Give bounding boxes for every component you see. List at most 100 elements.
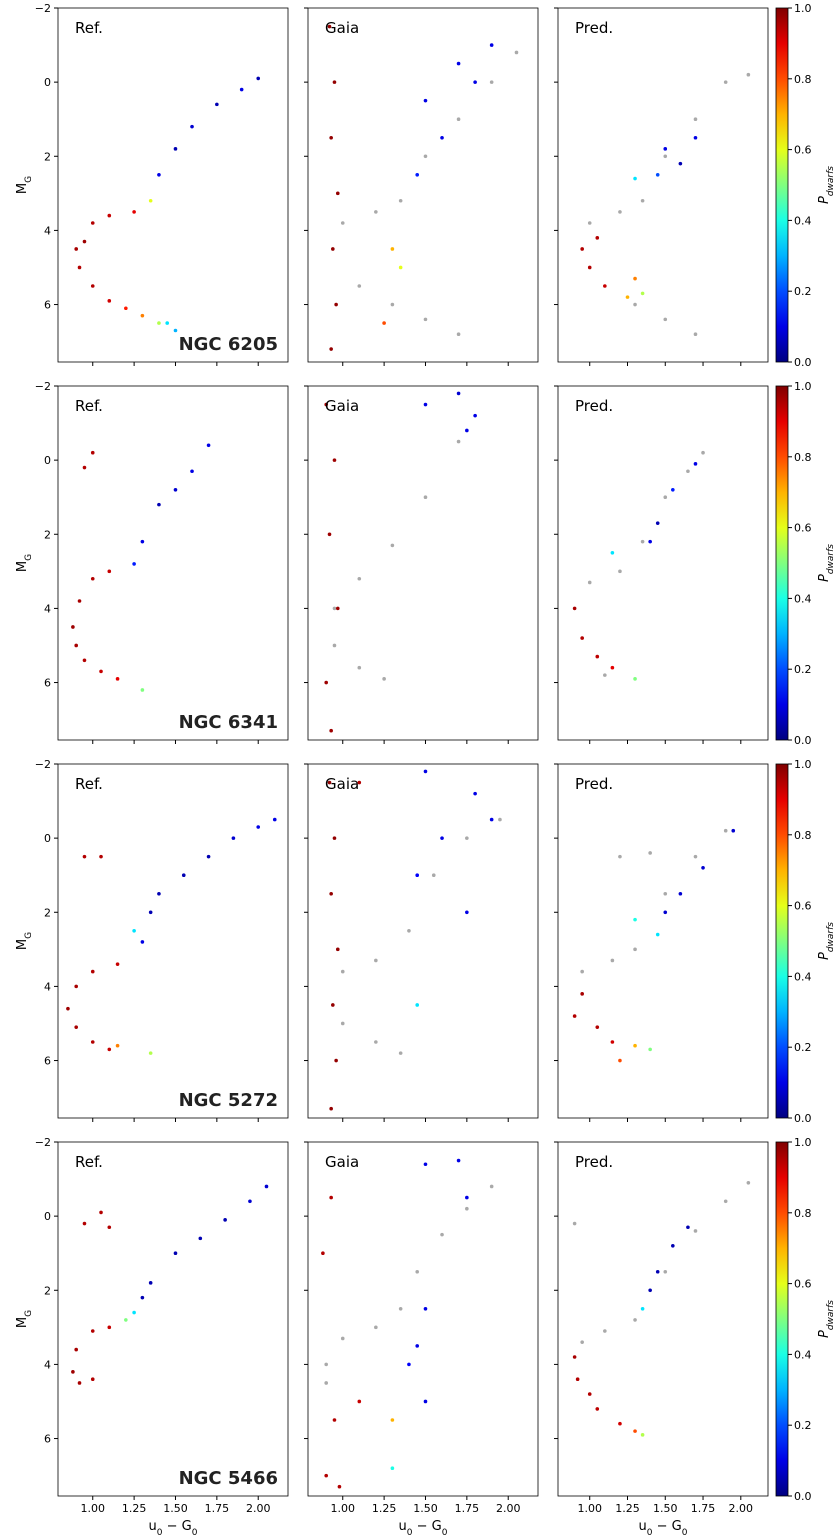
star-point	[82, 239, 87, 244]
axis-label-part: G	[24, 932, 34, 939]
star-point	[374, 1325, 378, 1330]
star-point	[693, 117, 698, 122]
star-point	[640, 198, 645, 203]
star-point	[678, 891, 683, 896]
star-point	[580, 247, 584, 251]
star-point	[340, 1021, 345, 1026]
y-tick-label: 0	[44, 454, 51, 467]
star-point	[618, 210, 622, 214]
star-point	[633, 302, 637, 307]
star-point	[398, 198, 403, 203]
star-point	[572, 1221, 577, 1226]
star-point	[398, 265, 403, 270]
star-point	[140, 940, 145, 944]
axis-label-part: 0	[192, 1528, 198, 1538]
star-point	[640, 1433, 645, 1437]
star-point	[331, 1003, 335, 1007]
axis-label-part: M	[15, 561, 30, 572]
star-point	[633, 1318, 637, 1322]
x-tick-label: 1.25	[122, 1502, 147, 1515]
x-tick-label: 1.50	[163, 1502, 188, 1515]
star-point	[74, 984, 79, 989]
star-point	[572, 1014, 577, 1018]
star-point	[357, 1399, 362, 1404]
star-point	[423, 1162, 428, 1167]
axis-label-part: 0	[442, 1528, 448, 1538]
star-point	[663, 154, 668, 159]
star-point	[415, 873, 420, 878]
star-point	[329, 1195, 333, 1200]
star-point	[456, 117, 461, 122]
star-point	[390, 302, 395, 307]
x-tick-label: 1.00	[577, 1502, 602, 1515]
axis-label: Pdwarfs	[817, 544, 836, 582]
panel-label: Pred.	[575, 775, 613, 793]
x-tick-label: 1.25	[372, 1502, 397, 1515]
star-point	[648, 1047, 652, 1052]
star-point	[595, 1407, 600, 1411]
star-point	[173, 1251, 178, 1256]
star-point	[572, 1355, 577, 1359]
colorbar-tick-label: 0.2	[794, 285, 812, 298]
star-point	[648, 539, 652, 544]
colorbar-tick-label: 0.6	[794, 1278, 812, 1291]
axes-frame	[557, 1141, 769, 1497]
star-point	[655, 932, 660, 937]
star-point	[655, 1269, 660, 1274]
star-point	[580, 992, 584, 996]
star-point	[640, 539, 645, 544]
star-point	[423, 1399, 428, 1404]
axis-label-part: M	[15, 939, 30, 950]
star-point	[335, 606, 340, 611]
star-point	[148, 1281, 153, 1285]
y-tick-label: 2	[44, 528, 51, 541]
star-point	[324, 1473, 329, 1478]
star-point	[324, 1362, 329, 1367]
star-point	[693, 135, 698, 140]
axis-label-part: 0	[682, 1528, 688, 1538]
star-point	[489, 80, 494, 84]
star-point	[327, 780, 332, 785]
star-point	[206, 443, 211, 448]
star-point	[640, 291, 645, 296]
star-point	[215, 102, 219, 107]
star-point	[74, 643, 79, 648]
star-point	[431, 873, 436, 878]
colorbar-tick-label: 0.8	[794, 451, 812, 464]
axis-label-part: − G	[653, 1519, 682, 1534]
star-point	[572, 606, 577, 611]
star-point	[140, 688, 145, 692]
axis-label-part: dwarfs	[826, 166, 836, 196]
star-point	[595, 654, 600, 659]
star-point	[701, 865, 705, 870]
colorbar-tick-label: 0.8	[794, 829, 812, 842]
panel-label: Gaia	[325, 775, 359, 793]
star-point	[587, 580, 592, 585]
star-point	[173, 147, 178, 151]
colorbar-tick-label: 1.0	[794, 2, 812, 15]
axes-frame	[57, 1141, 289, 1497]
axis-label-part: P	[817, 574, 832, 582]
star-point	[489, 1184, 494, 1189]
star-point	[603, 673, 607, 677]
colorbar-tick-label: 0.6	[794, 522, 812, 535]
star-point	[603, 1329, 607, 1333]
star-point	[723, 80, 728, 84]
star-point	[610, 958, 615, 963]
cluster-name: NGC 5272	[179, 1090, 278, 1111]
star-point	[473, 413, 477, 418]
y-tick-label: −2	[35, 2, 51, 15]
colorbar	[775, 763, 789, 1119]
star-point	[633, 917, 637, 922]
star-point	[465, 910, 469, 915]
star-point	[107, 213, 112, 218]
axes-frame	[557, 7, 769, 363]
y-tick-label: −2	[35, 1136, 51, 1149]
axis-label-part: u	[639, 1519, 647, 1534]
y-tick-label: 0	[44, 76, 51, 89]
panel-label: Pred.	[575, 19, 613, 37]
axis-label-part: G	[24, 554, 34, 561]
star-point	[693, 854, 698, 859]
star-point	[686, 469, 690, 474]
star-point	[272, 817, 277, 822]
